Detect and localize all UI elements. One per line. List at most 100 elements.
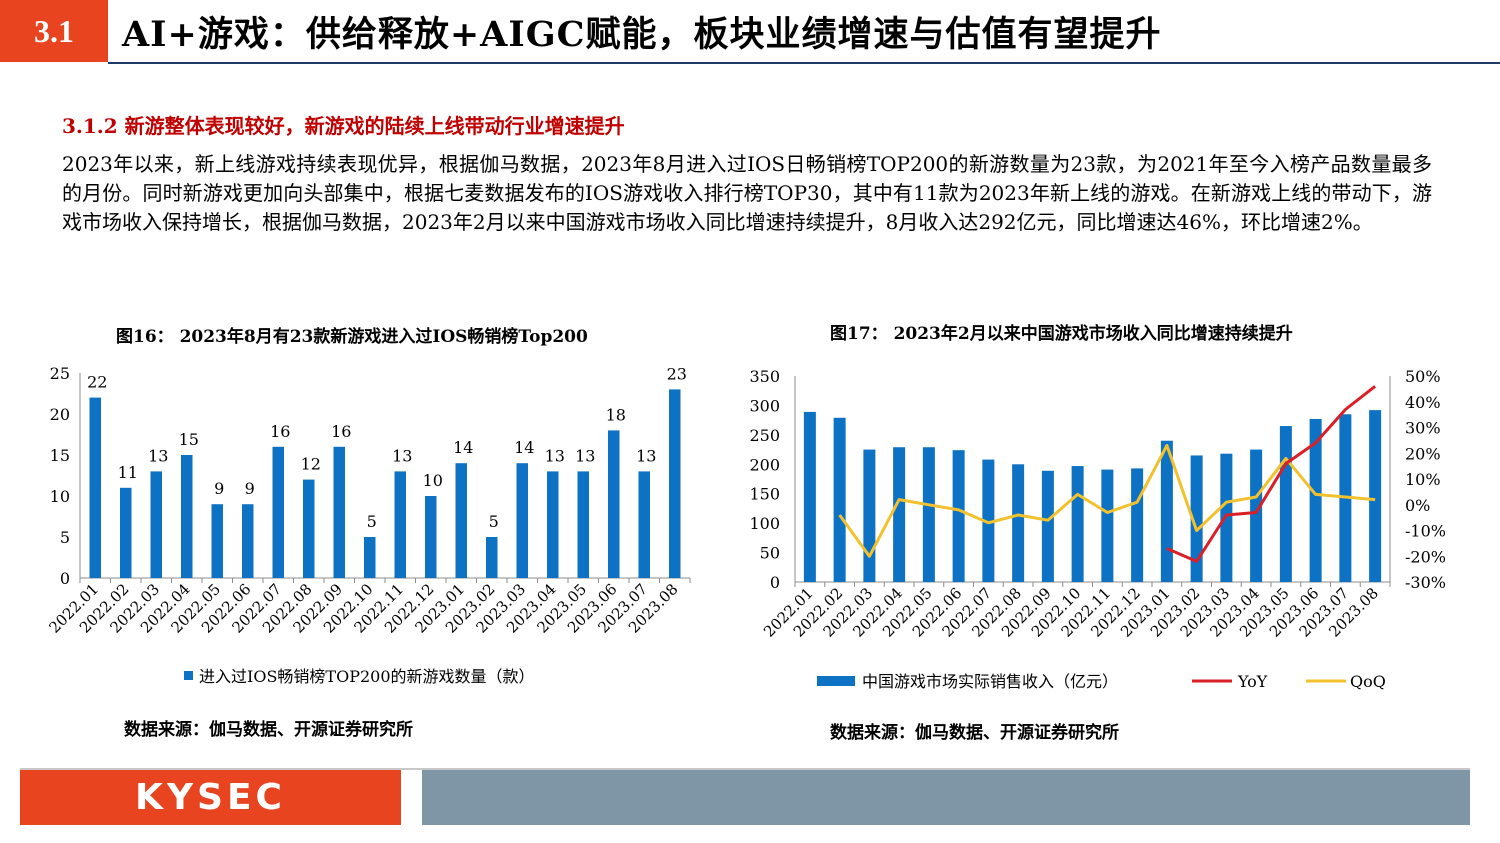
chart2-bar — [1160, 440, 1173, 582]
chart1-data-label: 5 — [489, 512, 499, 531]
chart2-bar — [1101, 469, 1114, 582]
subheading: 3.1.2 新游整体表现较好，新游戏的陆续上线带动行业增速提升 — [62, 114, 625, 138]
chart1-y-tick-label: 10 — [50, 487, 70, 506]
chart1-bar — [89, 397, 101, 578]
chart2-qoq-line — [838, 444, 1376, 558]
chart2-right-tick-label: -30% — [1405, 573, 1446, 592]
chart2-bar — [982, 459, 995, 582]
chart1-data-label: 18 — [606, 405, 626, 424]
chart2-bar — [893, 447, 906, 582]
chart1-data-label: 16 — [270, 422, 290, 441]
chart1-y-tick-label: 15 — [50, 446, 70, 465]
chart2-bar — [1041, 470, 1054, 582]
chart2-right-tick-label: 0% — [1405, 496, 1430, 515]
chart2-bar — [1071, 466, 1084, 582]
chart1-data-label: 14 — [453, 438, 473, 457]
chart1-bar — [547, 471, 559, 578]
section-number: 3.1 — [34, 12, 74, 49]
figure17-title: 图17： 2023年2月以来中国游戏市场收入同比增速持续提升 — [830, 324, 1293, 344]
chart1-data-label: 5 — [367, 512, 377, 531]
chart1-data-label: 22 — [87, 373, 107, 392]
chart2-left-tick-label: 300 — [749, 396, 780, 415]
chart2-left-tick-label: 250 — [749, 426, 780, 445]
chart1-data-label: 9 — [214, 479, 224, 498]
section-number-badge: 3.1 — [0, 0, 108, 62]
chart2-right-tick-label: 30% — [1405, 419, 1441, 438]
chart2-bar — [863, 449, 876, 582]
title-divider — [108, 62, 1500, 64]
chart1-bar — [608, 430, 620, 578]
chart1-bar — [669, 389, 681, 578]
chart1-bar — [394, 471, 406, 578]
chart2-left-tick-label: 100 — [749, 514, 780, 533]
chart2-left-tick-label: 50 — [760, 544, 780, 563]
chart2-bar — [1309, 418, 1322, 582]
chart2-left-tick-label: 150 — [749, 485, 780, 504]
chart2-yoy-line — [1166, 385, 1377, 563]
chart1-bar — [577, 471, 589, 578]
chart1-bar — [211, 504, 223, 578]
footer-bar — [422, 770, 1470, 825]
chart1-y-tick-label: 25 — [50, 364, 70, 383]
body-paragraph: 2023年以来，新上线游戏持续表现优异，根据伽马数据，2023年8月进入过IOS… — [62, 152, 1432, 234]
chart1-data-label: 12 — [301, 455, 321, 474]
chart2-right-tick-label: 10% — [1405, 470, 1441, 489]
chart2-legend-yoy-label: YoY — [1237, 672, 1268, 691]
chart2-legend-qoq-label: QoQ — [1350, 672, 1386, 691]
chart1-bar — [272, 446, 284, 578]
chart2-right-tick-label: 20% — [1405, 444, 1441, 463]
chart1-data-label: 13 — [545, 446, 565, 465]
chart1-bar — [455, 463, 467, 578]
chart1-bar — [303, 479, 315, 578]
chart2-right-tick-label: 50% — [1405, 367, 1441, 386]
chart2-right-tick-label: -20% — [1405, 547, 1446, 566]
chart1-data-label: 13 — [148, 446, 168, 465]
chart1-bar — [486, 537, 498, 578]
footer-divider — [20, 768, 1470, 770]
chart2-bar — [952, 450, 965, 582]
chart1-bar — [333, 446, 345, 578]
chart1-data-label: 14 — [514, 438, 534, 457]
figure16-source: 数据来源：伽马数据、开源证券研究所 — [124, 720, 413, 740]
chart1-y-tick-label: 5 — [60, 528, 70, 547]
chart2-left-tick-label: 200 — [749, 455, 780, 474]
chart1-y-tick-label: 0 — [60, 569, 70, 588]
chart1-data-label: 9 — [245, 479, 255, 498]
chart2-left-tick-label: 0 — [770, 573, 780, 592]
chart2-right-tick-label: 40% — [1405, 393, 1441, 412]
kysec-logo: KYSEC — [20, 770, 401, 825]
chart2-bar — [833, 417, 846, 582]
chart2-legend-bar-label: 中国游戏市场实际销售收入（亿元） — [862, 672, 1118, 691]
chart1-data-label: 13 — [636, 446, 656, 465]
chart1-data-label: 11 — [118, 463, 138, 482]
chart2-bar — [1220, 453, 1233, 582]
chart1-bar — [425, 496, 437, 578]
chart2-bar — [803, 411, 816, 582]
chart2-bar — [1012, 464, 1025, 582]
chart2-bar — [922, 447, 935, 582]
chart1-bar — [242, 504, 254, 578]
chart2-bar — [1190, 455, 1203, 582]
chart1-data-label: 16 — [331, 422, 351, 441]
chart1-bar — [181, 455, 193, 578]
chart1-bar — [120, 487, 132, 578]
chart1-data-label: 10 — [423, 471, 443, 490]
chart1-data-label: 13 — [392, 446, 412, 465]
figure17-source: 数据来源：伽马数据、开源证券研究所 — [830, 723, 1119, 743]
chart2-bar — [1369, 410, 1382, 582]
page-title: AI+游戏：供给释放+AIGC赋能，板块业绩增速与估值有望提升 — [122, 14, 1162, 55]
chart1-bar — [150, 471, 162, 578]
chart1-bar — [638, 471, 650, 578]
logo-text: KYSEC — [135, 777, 286, 818]
chart1-data-label: 23 — [667, 364, 687, 383]
chart1-legend-swatch — [184, 671, 193, 680]
chart2-bar — [1131, 468, 1144, 582]
chart1-bar — [364, 537, 376, 578]
chart2-right-tick-label: -10% — [1405, 522, 1446, 541]
chart1-data-label: 13 — [575, 446, 595, 465]
chart1-legend-label: 进入过IOS畅销榜TOP200的新游戏数量（款） — [199, 667, 535, 686]
chart1-y-tick-label: 20 — [50, 405, 70, 424]
chart2-bar — [1250, 449, 1263, 582]
chart2-left-tick-label: 350 — [749, 367, 780, 386]
chart2-legend-bar-swatch — [817, 676, 855, 686]
